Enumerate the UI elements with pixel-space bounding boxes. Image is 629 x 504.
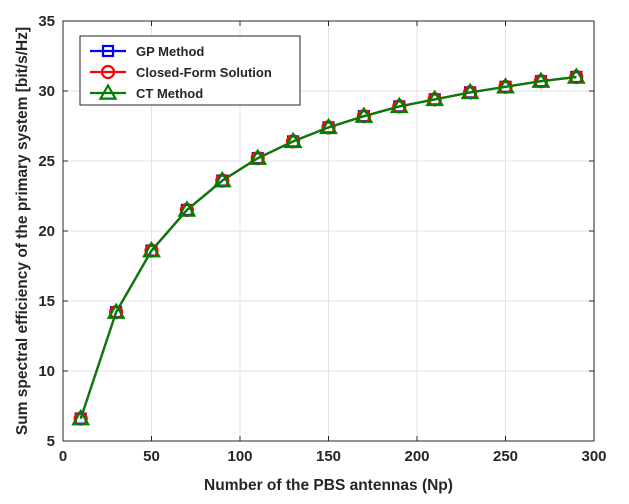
series-point-3 xyxy=(248,148,268,165)
y-axis-label: Sum spectral efficiency of the primary s… xyxy=(14,27,31,435)
series-point-3 xyxy=(566,67,586,84)
y-tick-label: 15 xyxy=(38,293,55,310)
series-point-3 xyxy=(212,170,232,188)
series-point-3 xyxy=(71,408,91,426)
series-point-3 xyxy=(142,240,161,258)
legend-label-1: GP Method xyxy=(136,44,204,59)
x-tick-label: 300 xyxy=(581,448,606,465)
y-tick-label: 10 xyxy=(38,363,55,380)
x-tick-label: 150 xyxy=(316,448,341,465)
series-point-3 xyxy=(283,131,303,149)
series-point-3 xyxy=(354,106,374,123)
y-tick-label: 35 xyxy=(38,13,55,30)
series-point-3 xyxy=(496,77,515,94)
x-tick-label: 250 xyxy=(493,448,518,465)
axis-ticks: 0 50 100 150 200 250 300 5 10 15 20 25 30 35 xyxy=(38,13,606,465)
y-tick-label: 25 xyxy=(38,153,55,170)
series-point-3 xyxy=(389,96,409,114)
series-point-3 xyxy=(460,82,480,100)
x-tick-label: 200 xyxy=(404,448,429,465)
series-point-3 xyxy=(531,71,551,88)
legend-label-3: CT Method xyxy=(136,86,203,101)
series-line-3 xyxy=(79,75,577,419)
x-tick-label: 0 xyxy=(59,448,67,465)
y-tick-label: 5 xyxy=(47,433,55,450)
legend-marker-3 xyxy=(98,83,118,100)
x-tick-label: 50 xyxy=(143,448,160,465)
series-point-3 xyxy=(177,200,197,217)
series-point-3 xyxy=(106,302,126,319)
legend-marker-1 xyxy=(101,44,115,58)
legend: GP Method Closed-Form Solution CT Method xyxy=(79,35,301,106)
legend-marker-2 xyxy=(100,64,116,80)
x-axis-label: Number of the PBS antennas (Np) xyxy=(204,477,453,494)
series-point-3 xyxy=(319,117,338,135)
x-tick-label: 100 xyxy=(227,448,252,465)
legend-label-2: Closed-Form Solution xyxy=(136,65,272,80)
series-point-3 xyxy=(425,89,445,107)
y-tick-label: 30 xyxy=(38,83,55,100)
series-layer xyxy=(71,67,586,426)
y-tick-label: 20 xyxy=(38,223,55,240)
